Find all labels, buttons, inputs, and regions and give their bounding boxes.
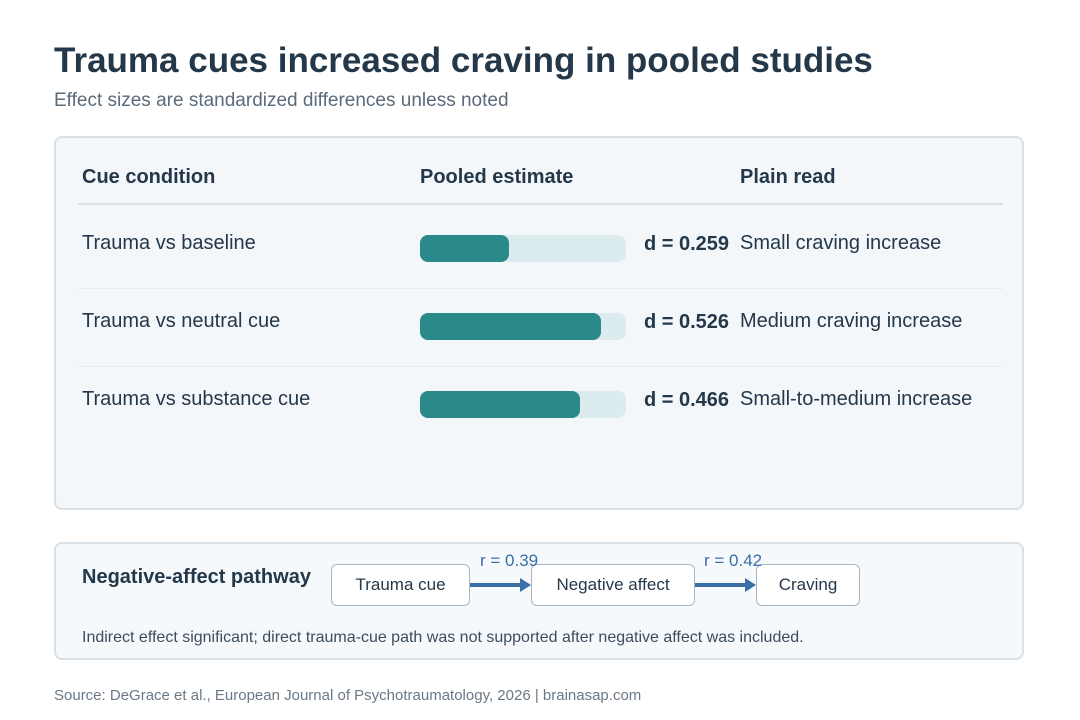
bar-track [420, 235, 626, 262]
pathway-title: Negative-affect pathway [82, 566, 311, 588]
edge-label-r2: r = 0.42 [704, 551, 763, 570]
header-divider [78, 203, 1003, 205]
arrow-affect-to-craving [695, 583, 747, 587]
header-cue-condition: Cue condition [82, 166, 216, 188]
row-label: Trauma vs baseline [82, 232, 256, 254]
plain-read-text: Small-to-medium increase [740, 388, 973, 410]
arrowhead-icon [745, 578, 756, 592]
page-title: Trauma cues increased craving in pooled … [54, 41, 873, 80]
row-label: Trauma vs substance cue [82, 388, 311, 410]
node-negative-affect: Negative affect [531, 564, 695, 606]
header-plain-read: Plain read [740, 166, 836, 188]
bar [420, 391, 580, 418]
bar-track [420, 391, 626, 418]
bar-value-label: d = 0.466 [643, 389, 729, 411]
row-label: Trauma vs neutral cue [82, 310, 281, 332]
source-line: Source: DeGrace et al., European Journal… [54, 687, 642, 704]
bar-value-label: d = 0.526 [643, 311, 729, 333]
plain-read-text: Medium craving increase [740, 310, 963, 332]
page-subtitle: Effect sizes are standardized difference… [54, 90, 509, 111]
node-craving: Craving [756, 564, 860, 606]
arrowhead-icon [520, 578, 531, 592]
header-pooled-estimate: Pooled estimate [420, 166, 574, 188]
pathway-note: Indirect effect significant; direct trau… [82, 629, 804, 646]
bar-value-label: d = 0.259 [643, 233, 729, 255]
arrow-trauma-to-affect [470, 583, 522, 587]
plain-read-text: Small craving increase [740, 232, 942, 254]
row-divider [78, 288, 1003, 289]
edge-label-r1: r = 0.39 [480, 551, 539, 570]
row-divider [78, 366, 1003, 367]
bar [420, 313, 601, 340]
node-trauma-cue: Trauma cue [331, 564, 470, 606]
bar-track [420, 313, 626, 340]
bar [420, 235, 509, 262]
